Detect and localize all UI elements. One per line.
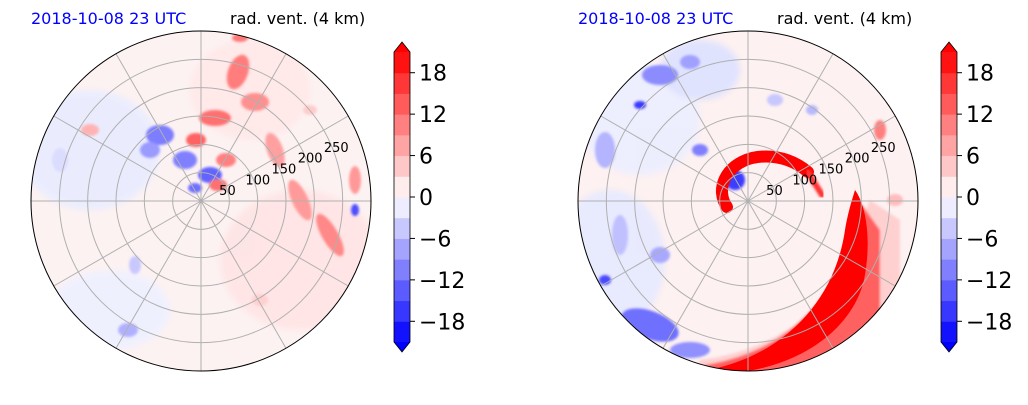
panel-left-radial-tick-50: 50 bbox=[219, 184, 236, 199]
panel-left-grid-spoke-150 bbox=[53, 115, 202, 202]
panel-right-grid-spoke-210 bbox=[600, 200, 749, 287]
panel-left-cbar-band bbox=[394, 134, 410, 157]
panel-left-cbar-tick-m12: −12 bbox=[419, 269, 465, 294]
panel-left-cbar-outline bbox=[393, 41, 411, 353]
panel-right-grid-spoke-120 bbox=[662, 53, 749, 202]
panel-left-cbar-extend-max bbox=[394, 42, 410, 52]
panel-left-cbar-tick-0: 0 bbox=[419, 186, 433, 211]
panel-left-time-title: 2018-10-08 23 UTC bbox=[31, 9, 186, 28]
panel-left-grid bbox=[31, 31, 371, 371]
panel-right-cbar-band bbox=[941, 114, 957, 136]
panel-right-radial-tick-250: 250 bbox=[871, 141, 896, 156]
panel-left-cbar-band bbox=[394, 155, 410, 177]
panel-right-cbar-tick-6: 6 bbox=[966, 145, 980, 170]
panel-right-cbar-band bbox=[941, 197, 957, 219]
panel-right-time-title: 2018-10-08 23 UTC bbox=[578, 9, 733, 28]
panel-right-cbar-tick-12: 12 bbox=[966, 103, 994, 128]
panel-right-polar-plot: 50 100 150 200 250 bbox=[577, 30, 919, 372]
panel-right-grid-spoke-240 bbox=[662, 200, 749, 349]
panel-right-grid bbox=[578, 31, 918, 371]
panel-left-radial-tick-250: 250 bbox=[324, 141, 349, 156]
panel-right-cbar-band bbox=[941, 93, 957, 115]
panel-right-variable-title: rad. vent. (4 km) bbox=[777, 9, 912, 28]
panel-right-radial-tick-150: 150 bbox=[819, 162, 844, 177]
panel-right-grid-spoke-30 bbox=[747, 115, 896, 202]
panel-right-cbar-band bbox=[941, 279, 957, 302]
panel-right-cbar-band bbox=[941, 155, 957, 177]
panel-right-cbar-band bbox=[941, 176, 957, 198]
panel-left-radial-tick-200: 200 bbox=[298, 152, 323, 167]
panel-right-cbar-band bbox=[941, 238, 957, 260]
panel-left-cbar-tick-m18: −18 bbox=[419, 310, 465, 335]
panel-right-cbar-band bbox=[941, 52, 957, 74]
panel-right-cbar-band bbox=[941, 321, 957, 343]
panel-left-cbar-band bbox=[394, 300, 410, 322]
panel-left-grid-spoke-330 bbox=[200, 200, 349, 287]
panel-right-radial-tick-200: 200 bbox=[845, 152, 870, 167]
panel-left-cbar-band bbox=[394, 52, 410, 74]
panel-left-outer-ring bbox=[30, 30, 372, 372]
panel-left-polar-plot: 50 100 150 200 250 bbox=[30, 30, 372, 372]
panel-right-cbar-band bbox=[941, 72, 957, 94]
panel-right-grid-spoke-60 bbox=[747, 53, 834, 202]
panel-left-cbar-tick-12: 12 bbox=[419, 103, 447, 128]
panel-left-cbar-band bbox=[394, 279, 410, 302]
panel-right-cbar-tick-0: 0 bbox=[966, 186, 980, 211]
panel-right-cbar-tick-m6: −6 bbox=[966, 227, 998, 252]
panel-left-radial-tick-150: 150 bbox=[272, 162, 297, 177]
panel-right-radial-tick-100: 100 bbox=[792, 173, 817, 188]
panel-right-cbar-extend-min bbox=[941, 342, 957, 352]
panel-left-grid-spoke-120 bbox=[115, 53, 202, 202]
panel-left-radial-labels: 50 100 150 200 250 bbox=[219, 141, 349, 199]
panel-left-cbar-band bbox=[394, 217, 410, 239]
panel-left-radial-tick-100: 100 bbox=[245, 173, 270, 188]
panel-right-cbar-tick-18: 18 bbox=[966, 62, 994, 87]
panel-right-radial-labels: 50 100 150 200 250 bbox=[766, 141, 896, 199]
panel-right-outer-ring bbox=[577, 30, 919, 372]
panel-right-grid-spoke-330 bbox=[747, 200, 896, 287]
panel-right-cbar-band bbox=[941, 134, 957, 157]
panel-left-grid-spoke-30 bbox=[200, 115, 349, 202]
panel-right-radial-tick-50: 50 bbox=[766, 184, 783, 199]
panel-left: 2018-10-08 23 UTC rad. vent. (4 km) bbox=[30, 9, 465, 372]
panel-right-cbar-tick-m12: −12 bbox=[966, 269, 1012, 294]
panel-right-cbar-extend-max bbox=[941, 42, 957, 52]
panel-right: 2018-10-08 23 UTC rad. vent. (4 km) bbox=[577, 9, 1012, 372]
panel-right-cbar-band bbox=[941, 259, 957, 281]
panel-left-grid-spoke-210 bbox=[53, 200, 202, 287]
panel-left-cbar-band bbox=[394, 72, 410, 94]
panel-right-cbar-band bbox=[941, 217, 957, 239]
panel-left-cbar-band bbox=[394, 238, 410, 260]
panel-left-cbar-band bbox=[394, 321, 410, 343]
panel-right-cbar-outline bbox=[940, 41, 958, 353]
panel-left-cbar-band bbox=[394, 176, 410, 198]
panel-left-cbar-tick-6: 6 bbox=[419, 145, 433, 170]
panel-left-cbar-band bbox=[394, 93, 410, 115]
panel-left-grid-spoke-60 bbox=[200, 53, 287, 202]
panel-right-cbar-band bbox=[941, 300, 957, 322]
panel-left-cbar-band bbox=[394, 114, 410, 136]
panel-left-colorbar: 18 12 6 0 −6 −12 −18 bbox=[393, 41, 465, 353]
panel-left-cbar-tick-18: 18 bbox=[419, 62, 447, 87]
panel-left-cbar-tick-m6: −6 bbox=[419, 227, 451, 252]
panel-right-colorbar: 18 12 6 0 −6 −12 −18 bbox=[940, 41, 1012, 353]
panel-left-cbar-extend-min bbox=[394, 342, 410, 352]
panel-right-grid-spoke-300 bbox=[747, 200, 834, 349]
panel-right-cbar-tick-m18: −18 bbox=[966, 310, 1012, 335]
panel-left-cbar-band bbox=[394, 259, 410, 281]
panel-left-variable-title: rad. vent. (4 km) bbox=[230, 9, 365, 28]
panel-left-cbar-band bbox=[394, 197, 410, 219]
panel-right-grid-spoke-150 bbox=[600, 115, 749, 202]
panel-left-grid-spoke-300 bbox=[200, 200, 287, 349]
panel-left-grid-spoke-240 bbox=[115, 200, 202, 349]
